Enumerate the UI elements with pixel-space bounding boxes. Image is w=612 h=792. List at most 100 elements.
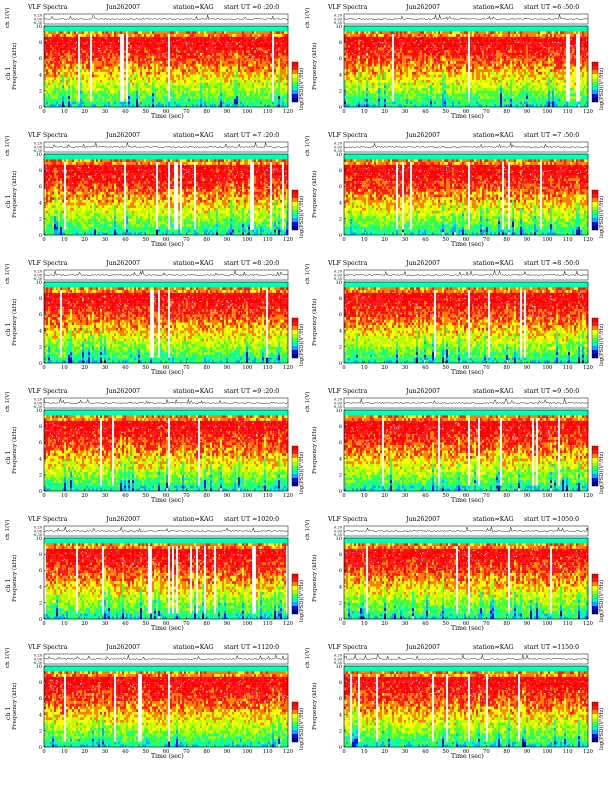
x-tick-label: 100 — [242, 109, 252, 115]
trace-tick-label: 0.20 — [34, 142, 43, 146]
y-tick-label: 0 — [39, 105, 42, 111]
colorbar-segment — [292, 318, 298, 323]
chart-date: Jun262007 — [106, 4, 140, 11]
spectrogram-panel: 0 10 20 30 40 50 60 70 80 90 100 110 120 0 2 4 6 8 10 0.20 0… — [5, 260, 305, 386]
colorbar-segment — [592, 574, 598, 579]
colorbar-segment — [292, 454, 298, 459]
y-tick-label: 6 — [39, 568, 42, 574]
colorbar-segment — [592, 582, 598, 587]
trace-tick-label: 0.00 — [334, 401, 343, 405]
signal-trace — [343, 13, 589, 21]
trace-tick-label: -0.30 — [33, 149, 43, 153]
chart-title: VLF Spectra — [328, 388, 367, 395]
colorbar-segment — [592, 98, 598, 103]
colorbar-segment — [292, 482, 298, 487]
y-tick-label: 2 — [39, 345, 42, 351]
colorbar-label: log(PSD)(V²/Hz) — [299, 324, 305, 366]
y-tick-label: 10 — [336, 408, 342, 414]
x-tick-label: 100 — [542, 109, 552, 115]
spectrogram-svg: 0 10 20 30 40 50 60 70 80 90 100 110 120 0 2 4 6 8 10 0.200… — [333, 654, 599, 755]
colorbar-segment — [592, 706, 598, 711]
frequency-axis-label: Frequency (kHz) — [312, 170, 319, 218]
heatmap-cells — [344, 538, 589, 620]
colorbar-segment — [292, 206, 298, 211]
spectrogram-panel: 0 10 20 30 40 50 60 70 80 90 100 110 120 0 2 4 6 8 10 0.20 0… — [305, 132, 605, 258]
x-tick-label: 20 — [81, 109, 88, 115]
x-axis-label: Time (sec) — [151, 369, 184, 376]
colorbar-segment — [292, 594, 298, 599]
colorbar-segment — [292, 466, 298, 471]
x-tick-label: 30 — [402, 749, 409, 755]
y-tick-label: 4 — [39, 712, 42, 718]
colorbar-segment — [592, 226, 598, 231]
y-tick-label: 10 — [36, 408, 42, 414]
colorbar-segment — [292, 706, 298, 711]
y-tick-label: 8 — [39, 552, 42, 558]
y-tick-label: 4 — [339, 200, 342, 206]
heatmap-cells — [344, 410, 589, 492]
trace-tick-label: -0.30 — [33, 405, 43, 409]
trace-tick-label: -0.30 — [333, 405, 343, 409]
colorbar-segment — [292, 66, 298, 71]
x-tick-label: 30 — [102, 365, 109, 371]
chart-title: VLF Spectra — [28, 260, 67, 267]
x-tick-label: 40 — [122, 749, 129, 755]
heatmap-cells — [344, 666, 589, 748]
y-tick-label: 8 — [39, 168, 42, 174]
y-tick-label: 2 — [339, 89, 342, 95]
signal-trace — [343, 398, 589, 405]
heatmap-cells — [44, 26, 289, 108]
colorbar-segment — [592, 702, 598, 707]
x-tick-label: 80 — [203, 237, 210, 243]
x-tick-label: 100 — [542, 237, 552, 243]
trace-tick-label: 0.20 — [334, 14, 343, 18]
x-tick-label: 90 — [224, 621, 231, 627]
colorbar-segment — [292, 458, 298, 463]
spectrogram-svg: 0 10 20 30 40 50 60 70 80 90 100 110 120 0 2 4 6 8 10 0.200… — [333, 398, 599, 499]
x-tick-label: 10 — [61, 749, 68, 755]
x-tick-label: 110 — [563, 237, 573, 243]
y-tick-label: 6 — [39, 312, 42, 318]
x-tick-label: 60 — [463, 365, 470, 371]
x-tick-label: 80 — [203, 493, 210, 499]
x-tick-label: 40 — [422, 109, 429, 115]
y-tick-label: 6 — [39, 696, 42, 702]
y-tick-label: 6 — [339, 696, 342, 702]
x-tick-label: 20 — [81, 621, 88, 627]
colorbar-segment — [292, 82, 298, 87]
colorbar-segment — [592, 462, 598, 467]
x-tick-label: 0 — [42, 237, 45, 243]
x-tick-label: 20 — [381, 621, 388, 627]
spectrogram-panel: 0 10 20 30 40 50 60 70 80 90 100 110 120 0 2 4 6 8 10 0.20 0… — [305, 644, 605, 770]
y-tick-label: 6 — [339, 568, 342, 574]
trace-tick-label: 0.20 — [34, 270, 43, 274]
x-tick-label: 20 — [81, 493, 88, 499]
signal-trace — [43, 141, 289, 149]
x-tick-label: 70 — [183, 493, 190, 499]
y-tick-label: 10 — [36, 536, 42, 542]
x-tick-label: 110 — [263, 621, 273, 627]
y-tick-label: 4 — [339, 712, 342, 718]
frequency-axis-label: Frequency (kHz) — [12, 426, 19, 474]
x-tick-label: 10 — [61, 621, 68, 627]
y-tick-label: 2 — [339, 217, 342, 223]
colorbar-segment — [592, 206, 598, 211]
colorbar-segment — [592, 482, 598, 487]
x-tick-label: 100 — [242, 365, 252, 371]
spectrogram-panel: 0 10 20 30 40 50 60 70 80 90 100 110 120 0 2 4 6 8 10 0.20 0… — [5, 132, 305, 258]
station-label: station=KAG — [173, 132, 214, 139]
x-tick-label: 10 — [361, 237, 368, 243]
colorbar-segment — [292, 478, 298, 483]
spectrogram-svg: 0 10 20 30 40 50 60 70 80 90 100 110 120 0 2 4 6 8 10 0.200… — [33, 141, 299, 243]
x-tick-label: 10 — [61, 237, 68, 243]
chart-date: Jun262007 — [406, 4, 440, 11]
y-tick-label: 4 — [339, 456, 342, 462]
colorbar-segment — [592, 470, 598, 475]
x-tick-label: 100 — [542, 365, 552, 371]
x-tick-label: 70 — [483, 237, 490, 243]
colorbar-segment — [292, 474, 298, 479]
y-tick-label: 0 — [339, 489, 342, 495]
colorbar-segment — [592, 330, 598, 335]
x-axis-label: Time (sec) — [451, 497, 484, 504]
x-axis-label: Time (sec) — [451, 369, 484, 376]
